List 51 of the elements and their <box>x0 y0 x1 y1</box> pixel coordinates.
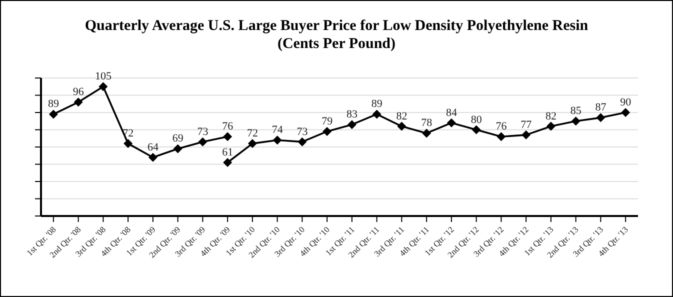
point <box>472 125 481 134</box>
point <box>546 122 556 131</box>
point <box>98 82 108 92</box>
point <box>272 136 282 145</box>
point <box>621 108 630 117</box>
point <box>347 120 356 130</box>
data-label: 80 <box>470 114 482 126</box>
data-label: 82 <box>396 110 408 122</box>
data-label: 82 <box>545 110 556 122</box>
chart-title: Quarterly Average U.S. Large Buyer Price for Low Density Polyethylene Resin <box>84 17 590 35</box>
point <box>148 152 158 162</box>
data-label: 96 <box>72 86 84 98</box>
data-label: 61 <box>222 146 234 159</box>
point <box>223 158 232 168</box>
point <box>496 132 506 142</box>
data-label: 105 <box>94 70 112 83</box>
point <box>248 139 257 148</box>
point <box>322 126 332 136</box>
data-label: 87 <box>595 102 607 114</box>
point <box>571 116 580 126</box>
data-label: 74 <box>272 124 284 136</box>
data-label: 64 <box>147 141 159 154</box>
point <box>596 113 606 122</box>
data-label: 73 <box>197 126 209 138</box>
point <box>74 98 83 107</box>
point <box>48 110 58 119</box>
point <box>298 137 307 146</box>
data-label: 89 <box>371 98 383 110</box>
point <box>124 139 133 148</box>
data-label: 72 <box>246 128 258 140</box>
data-label: 90 <box>620 96 632 108</box>
point <box>198 137 208 146</box>
data-label: 85 <box>570 105 582 118</box>
point <box>522 130 531 140</box>
data-label: 89 <box>48 98 60 110</box>
data-label: 77 <box>520 118 532 131</box>
data-label: 73 <box>296 126 308 138</box>
point <box>173 144 182 154</box>
point <box>446 118 456 128</box>
point <box>372 110 382 119</box>
data-label: 69 <box>172 132 184 145</box>
data-label: 83 <box>346 108 358 121</box>
data-label: 84 <box>446 106 458 119</box>
point <box>223 132 232 142</box>
data-label: 76 <box>496 120 508 133</box>
chart-subtitle: (Cents Per Pound) <box>276 35 397 53</box>
data-label: 78 <box>421 117 433 130</box>
data-label: 79 <box>322 115 334 128</box>
data-label: 76 <box>222 120 234 133</box>
point <box>422 128 432 138</box>
point <box>397 122 406 131</box>
